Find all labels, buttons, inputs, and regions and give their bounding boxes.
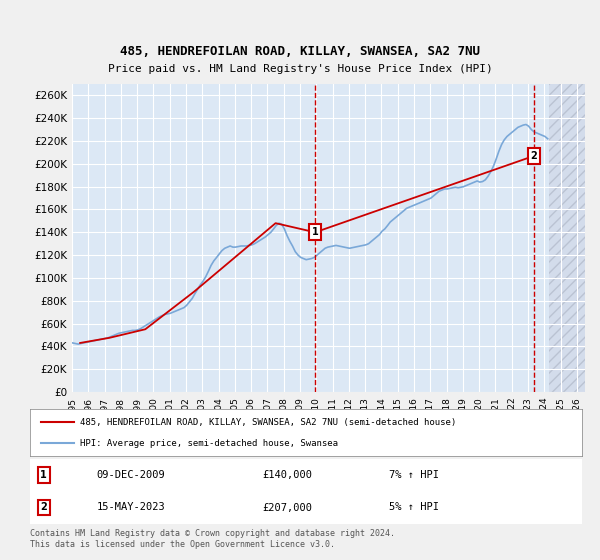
Text: 2: 2 <box>40 502 47 512</box>
Text: Contains HM Land Registry data © Crown copyright and database right 2024.: Contains HM Land Registry data © Crown c… <box>30 529 395 538</box>
Text: 2: 2 <box>530 151 538 161</box>
Bar <box>549 84 585 392</box>
Text: £140,000: £140,000 <box>262 470 312 480</box>
Text: £207,000: £207,000 <box>262 502 312 512</box>
Text: 1: 1 <box>312 227 319 237</box>
Text: 7% ↑ HPI: 7% ↑ HPI <box>389 470 439 480</box>
Text: 09-DEC-2009: 09-DEC-2009 <box>96 470 165 480</box>
Text: 485, HENDREFOILAN ROAD, KILLAY, SWANSEA, SA2 7NU: 485, HENDREFOILAN ROAD, KILLAY, SWANSEA,… <box>120 45 480 58</box>
Text: Price paid vs. HM Land Registry's House Price Index (HPI): Price paid vs. HM Land Registry's House … <box>107 64 493 74</box>
Text: 5% ↑ HPI: 5% ↑ HPI <box>389 502 439 512</box>
Text: HPI: Average price, semi-detached house, Swansea: HPI: Average price, semi-detached house,… <box>80 438 338 447</box>
Text: 15-MAY-2023: 15-MAY-2023 <box>96 502 165 512</box>
Text: 1: 1 <box>40 470 47 480</box>
Text: This data is licensed under the Open Government Licence v3.0.: This data is licensed under the Open Gov… <box>30 540 335 549</box>
Text: 485, HENDREFOILAN ROAD, KILLAY, SWANSEA, SA2 7NU (semi-detached house): 485, HENDREFOILAN ROAD, KILLAY, SWANSEA,… <box>80 418 456 427</box>
